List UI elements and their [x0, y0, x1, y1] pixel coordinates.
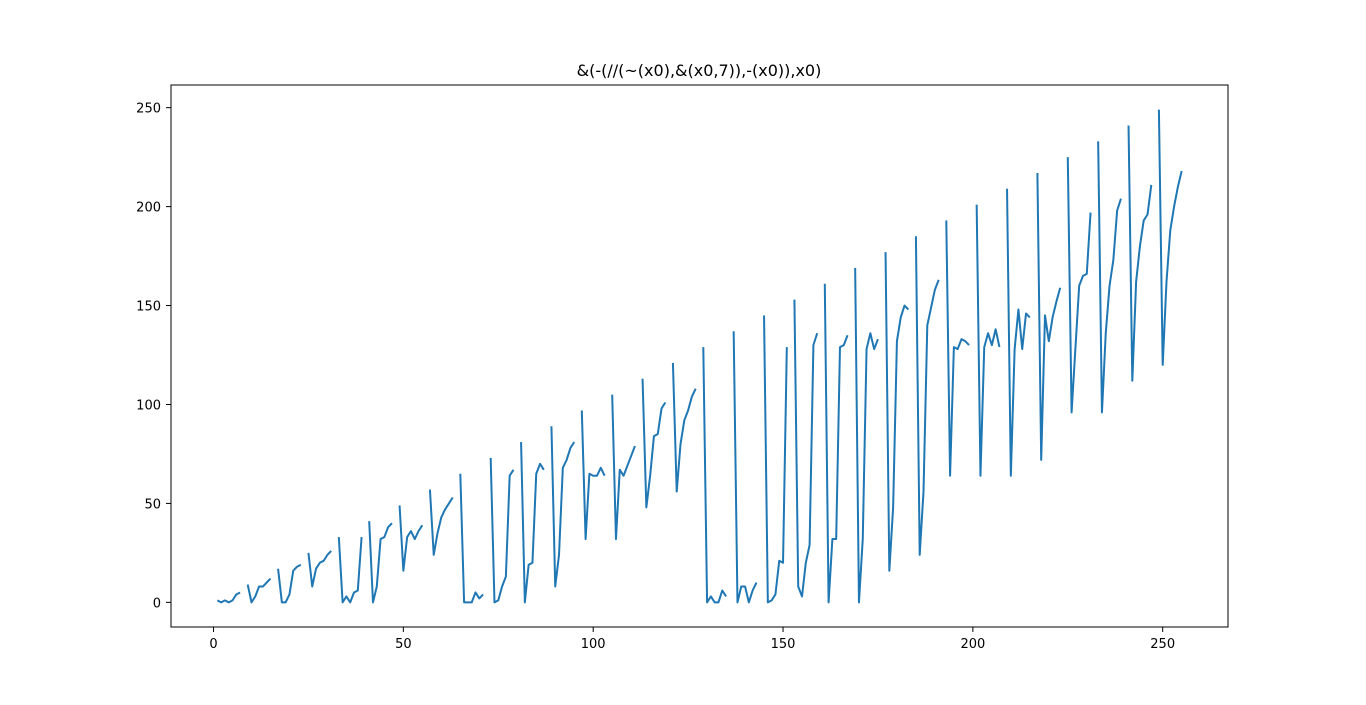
- series-line-segment-4: [307, 550, 332, 588]
- series-line-segment-29: [1066, 157, 1092, 414]
- series-line-segment-25: [945, 220, 970, 477]
- series-line-segment-18: [732, 331, 758, 604]
- series-layer: [216, 109, 1183, 604]
- x-tick-label: 0: [209, 637, 217, 652]
- series-line-segment-21: [823, 283, 849, 604]
- series-line-segment-12: [550, 426, 576, 588]
- series-line-segment-2: [246, 577, 272, 604]
- series-line-segment-22: [854, 267, 879, 604]
- chart-title: &(-(//(~(x0),&(x0,7)),-(x0)),x0): [577, 61, 822, 80]
- series-line-segment-10: [489, 457, 515, 604]
- series-line-segment-1: [216, 591, 241, 604]
- series-line-segment-30: [1097, 141, 1122, 414]
- series-line-segment-9: [459, 473, 484, 604]
- series-line-segment-6: [368, 521, 393, 604]
- x-tick-label: 100: [581, 637, 606, 652]
- y-tick-label: 250: [136, 102, 161, 117]
- x-axis-ticks: 0 50 100 150 200 250: [209, 627, 1175, 652]
- y-tick-label: 150: [136, 300, 161, 315]
- series-line-segment-19: [763, 315, 788, 604]
- series-line-segment-28: [1036, 172, 1062, 461]
- series-line-segment-14: [611, 394, 636, 541]
- series-line-segment-5: [337, 536, 363, 604]
- series-line-segment-15: [641, 378, 667, 509]
- x-tick-label: 250: [1150, 637, 1175, 652]
- x-tick-label: 200: [960, 637, 985, 652]
- series-line-segment-20: [793, 299, 819, 598]
- y-tick-label: 50: [144, 497, 161, 512]
- y-axis-ticks: 0 50 100 150 200 250: [136, 102, 171, 611]
- y-tick-label: 0: [153, 596, 161, 611]
- series-line-segment-16: [671, 362, 697, 493]
- series-line-segment-23: [884, 252, 910, 572]
- series-line-segment-3: [277, 563, 302, 604]
- series-line-segment-8: [428, 489, 454, 556]
- x-tick-label: 150: [771, 637, 796, 652]
- y-tick-label: 200: [136, 201, 161, 216]
- series-line-segment-32: [1157, 109, 1183, 366]
- axes-frame: [170, 84, 1229, 628]
- series-line-segment-24: [914, 236, 940, 556]
- series-line-segment-11: [520, 442, 545, 604]
- series-line-segment-7: [398, 505, 424, 572]
- series-line-segment-13: [580, 410, 606, 541]
- series-line-segment-26: [975, 204, 1001, 477]
- series-line-segment-17: [702, 347, 727, 604]
- series-line-segment-27: [1006, 188, 1031, 477]
- series-line-segment-31: [1127, 125, 1153, 382]
- x-tick-label: 50: [395, 637, 412, 652]
- y-tick-label: 100: [136, 398, 161, 413]
